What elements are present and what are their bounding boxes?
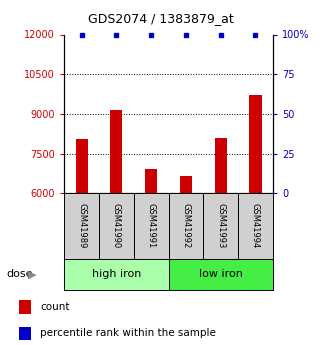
Text: GSM41992: GSM41992	[181, 203, 190, 249]
Text: GSM41991: GSM41991	[147, 203, 156, 249]
Bar	[64, 259, 169, 290]
Text: percentile rank within the sample: percentile rank within the sample	[40, 328, 216, 338]
Bar	[215, 138, 227, 193]
Bar	[249, 95, 262, 193]
Text: GDS2074 / 1383879_at: GDS2074 / 1383879_at	[88, 12, 233, 25]
Bar	[203, 193, 238, 259]
Text: count: count	[40, 302, 70, 312]
Text: low iron: low iron	[199, 269, 243, 279]
Text: dose: dose	[6, 269, 33, 279]
Bar	[19, 327, 31, 340]
Bar	[180, 176, 192, 193]
Text: high iron: high iron	[92, 269, 141, 279]
Text: GSM41990: GSM41990	[112, 203, 121, 249]
Text: GSM41994: GSM41994	[251, 203, 260, 249]
Bar	[238, 193, 273, 259]
Bar	[64, 193, 99, 259]
Text: GSM41989: GSM41989	[77, 203, 86, 249]
Bar	[134, 193, 169, 259]
Bar	[145, 169, 157, 193]
Text: GSM41993: GSM41993	[216, 203, 225, 249]
Bar	[169, 259, 273, 290]
Bar	[75, 139, 88, 193]
Bar	[169, 193, 203, 259]
Text: ▶: ▶	[28, 269, 36, 279]
Bar	[110, 110, 122, 193]
Bar	[99, 193, 134, 259]
Bar	[19, 300, 31, 314]
